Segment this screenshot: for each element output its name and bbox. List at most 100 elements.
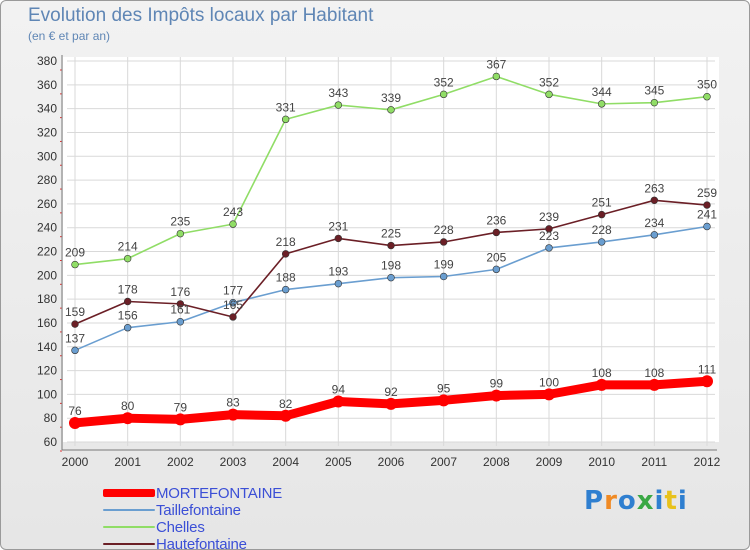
data-point-hautefontaine: [703, 201, 711, 209]
data-label: 198: [381, 259, 401, 273]
data-label: 95: [437, 381, 451, 395]
legend-label: MORTEFONTAINE: [156, 485, 283, 502]
y-tick-label: 100: [37, 387, 57, 401]
axis-layer: 60 80 100 120 140 160 180 200 220 240 260 280 300 320…: [37, 54, 721, 469]
data-point-mortefontaine: [543, 388, 555, 401]
data-label: 339: [381, 91, 401, 105]
data-point-taillefontaine: [123, 324, 132, 332]
y-tick-label: 140: [37, 340, 57, 354]
data-label: 111: [698, 362, 717, 376]
data-point-hautefontaine: [387, 241, 395, 250]
x-tick-label: 2001: [114, 455, 141, 469]
data-label: 199: [434, 258, 454, 272]
data-label: 352: [539, 75, 559, 89]
logo-letter: i: [654, 486, 665, 516]
data-label: 344: [592, 85, 612, 99]
x-tick-label: 2009: [536, 455, 563, 469]
x-tick-label: 2005: [325, 455, 352, 469]
data-point-hautefontaine: [71, 320, 79, 328]
data-point-mortefontaine: [279, 409, 292, 422]
data-point-hautefontaine: [545, 225, 553, 233]
data-point-chelles: [71, 260, 79, 269]
y-tick-label: 60: [44, 435, 58, 449]
data-label: 161: [170, 303, 190, 317]
x-tick-label: 2008: [483, 455, 510, 469]
data-point-mortefontaine: [437, 394, 450, 407]
x-tick-label: 2002: [167, 455, 194, 469]
data-label: 165: [223, 298, 243, 312]
data-point-taillefontaine: [597, 238, 606, 246]
data-label: 156: [118, 309, 138, 323]
data-point-taillefontaine: [545, 244, 553, 252]
data-label: 223: [539, 229, 559, 243]
x-tick-label: 2007: [430, 455, 457, 469]
data-point-taillefontaine: [439, 272, 448, 281]
data-point-taillefontaine: [71, 346, 79, 355]
data-label: 367: [486, 57, 506, 71]
data-label: 193: [328, 265, 348, 279]
data-point-chelles: [334, 101, 343, 109]
legend-swatch: [103, 509, 155, 511]
y-tick-label: 200: [37, 268, 57, 282]
y-tick-label: 300: [37, 149, 57, 163]
data-label: 92: [384, 385, 398, 399]
data-point-mortefontaine: [121, 412, 134, 425]
logo-letter: i: [677, 486, 688, 516]
proxiti-logo: Proxiti: [584, 486, 688, 516]
data-label: 80: [121, 399, 135, 413]
data-point-hautefontaine: [650, 196, 659, 205]
data-label: 345: [644, 84, 664, 98]
data-label: 241: [697, 207, 717, 221]
data-point-mortefontaine: [595, 378, 608, 391]
y-tick-label: 380: [37, 54, 57, 68]
data-label: 352: [434, 75, 454, 89]
data-label: 82: [279, 397, 293, 411]
data-label: 178: [118, 283, 138, 297]
y-tick-label: 360: [37, 78, 57, 92]
data-point-taillefontaine: [281, 285, 290, 294]
data-label: 251: [592, 196, 612, 210]
data-label: 94: [332, 383, 346, 397]
data-label: 239: [539, 210, 559, 224]
y-tick-label: 320: [37, 125, 57, 139]
data-point-chelles: [123, 254, 132, 263]
data-label: 243: [223, 205, 243, 219]
data-point-chelles: [387, 106, 395, 114]
data-point-hautefontaine: [176, 300, 185, 308]
data-point-chelles: [545, 90, 553, 99]
y-tick-label: 80: [44, 411, 58, 425]
y-tick-label: 180: [37, 292, 57, 306]
data-point-mortefontaine: [69, 416, 81, 429]
data-point-chelles: [597, 100, 606, 108]
logo-letter: t: [664, 486, 678, 516]
y-tick-label: 240: [37, 221, 57, 235]
data-point-hautefontaine: [439, 238, 448, 246]
data-label: 228: [592, 223, 612, 237]
data-label: 205: [486, 250, 506, 264]
data-label: 100: [539, 375, 559, 389]
legend-label: Hautefontaine: [156, 536, 247, 550]
y-tick-label: 120: [37, 364, 57, 378]
x-tick-label: 2003: [220, 455, 247, 469]
data-point-hautefontaine: [123, 297, 132, 306]
data-label: 176: [170, 285, 190, 299]
data-point-chelles: [492, 72, 501, 81]
x-tick-label: 2006: [378, 455, 405, 469]
data-point-mortefontaine: [385, 397, 397, 410]
data-point-mortefontaine: [332, 395, 345, 408]
data-label: 177: [223, 284, 243, 298]
y-tick-label: 220: [37, 245, 57, 259]
data-point-taillefontaine: [492, 265, 501, 274]
data-point-hautefontaine: [281, 250, 290, 258]
data-point-hautefontaine: [334, 234, 343, 243]
x-tick-label: 2011: [641, 455, 667, 469]
data-point-chelles: [439, 90, 448, 99]
data-point-taillefontaine: [650, 231, 659, 239]
data-label: 159: [65, 305, 85, 319]
legend-swatch: [103, 526, 155, 528]
data-label: 76: [68, 404, 82, 418]
data-label: 99: [490, 377, 504, 391]
data-point-mortefontaine: [174, 413, 187, 426]
